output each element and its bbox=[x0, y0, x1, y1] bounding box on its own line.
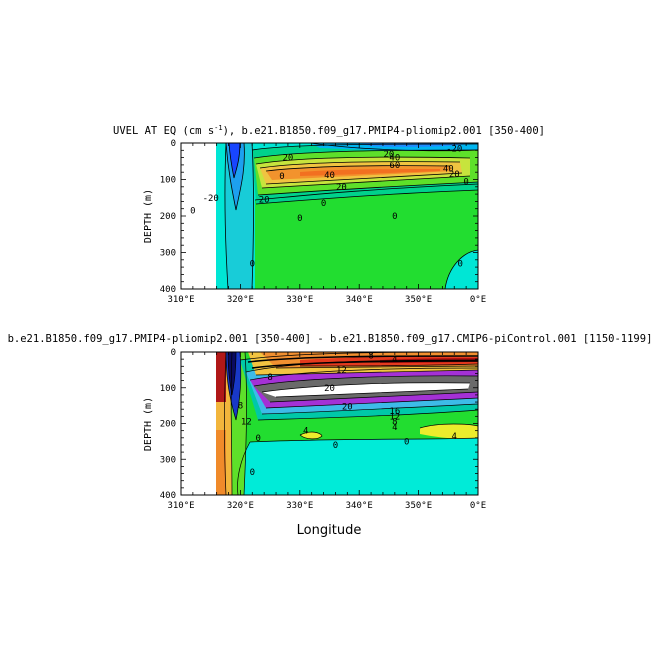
bottom-panel-title: b.e21.B1850.f09_g17.PMIP4-pliomip2.001 [… bbox=[8, 333, 653, 345]
top-y-tick-label: 100 bbox=[160, 176, 176, 186]
bottom-panel-xlabel: Longitude bbox=[297, 523, 362, 538]
bottom-contour-label: 20 bbox=[324, 384, 335, 394]
bottom-contour-label: 20 bbox=[342, 402, 353, 412]
top-y-tick-label: 400 bbox=[160, 285, 176, 295]
top-x-tick-label: 320°E bbox=[227, 295, 254, 305]
bottom-x-tick-label: 0°E bbox=[470, 501, 486, 511]
top-x-tick-label: 310°E bbox=[167, 295, 194, 305]
bottom-contour-label: 12 bbox=[241, 418, 252, 428]
bottom-contour-label: 4 bbox=[392, 355, 397, 365]
bottom-contour-label: 0 bbox=[404, 437, 409, 447]
top-contour-label: 20 bbox=[336, 183, 347, 193]
bottom-contour-label: 0 bbox=[333, 441, 338, 451]
top-contour-label: 20 bbox=[383, 150, 394, 160]
bottom-panel-field bbox=[181, 352, 478, 495]
top-x-tick-label: 0°E bbox=[470, 295, 486, 305]
top-x-tick-label: 350°E bbox=[405, 295, 432, 305]
bottom-y-tick-label: 400 bbox=[160, 491, 176, 501]
bottom-contour-label: 0 bbox=[256, 434, 261, 444]
bottom-contour-label: 0 bbox=[250, 468, 255, 478]
bottom-y-tick-label: 300 bbox=[160, 455, 176, 465]
top-contour-label: -20 bbox=[203, 194, 219, 204]
bottom-panel-ylabel: DEPTH (m) bbox=[143, 397, 154, 451]
top-y-tick-label: 0 bbox=[171, 139, 176, 149]
top-contour-label: 20 bbox=[259, 196, 270, 206]
top-x-tick-label: 340°E bbox=[346, 295, 373, 305]
bottom-x-tick-label: 340°E bbox=[346, 501, 373, 511]
top-panel-field bbox=[181, 143, 478, 289]
bottom-contour-label: 8 bbox=[368, 352, 373, 362]
bottom-y-tick-label: 100 bbox=[160, 384, 176, 394]
top-contour-label: 0 bbox=[297, 214, 302, 224]
bottom-contour-label: 4 bbox=[392, 423, 397, 433]
bottom-contour-label: 12 bbox=[336, 366, 347, 376]
top-contour-label: 40 bbox=[324, 171, 335, 181]
top-panel-title: UVEL AT EQ (cm s-1), b.e21.B1850.f09_g17… bbox=[113, 124, 545, 137]
top-panel-axes: 310°E 320°E 330°E 340°E 350°E 0°E010020030040… bbox=[160, 139, 486, 305]
bottom-contour-label: 8 bbox=[238, 402, 243, 412]
bottom-x-tick-label: 320°E bbox=[227, 501, 254, 511]
top-contour-label: 0 bbox=[190, 207, 195, 217]
top-y-tick-label: 200 bbox=[160, 212, 176, 222]
top-contour-label: 0 bbox=[392, 212, 397, 222]
bottom-x-tick-label: 350°E bbox=[405, 501, 432, 511]
bottom-y-tick-label: 0 bbox=[171, 348, 176, 358]
bottom-x-tick-label: 330°E bbox=[286, 501, 313, 511]
top-contour-label: 0 bbox=[463, 177, 468, 187]
bottom-contour-label: 8 bbox=[392, 418, 397, 428]
top-x-tick-label: 330°E bbox=[286, 295, 313, 305]
bottom-panel-axes: 310°E 320°E 330°E 340°E 350°E 0°E010020030040… bbox=[160, 348, 486, 511]
bottom-y-tick-label: 200 bbox=[160, 420, 176, 430]
top-contour-label: -20 bbox=[446, 144, 462, 154]
bottom-x-tick-label: 310°E bbox=[167, 501, 194, 511]
top-contour-label: 0 bbox=[457, 259, 462, 269]
bottom-contour-label: 4 bbox=[452, 432, 457, 442]
top-panel-ylabel: DEPTH (m) bbox=[143, 189, 154, 243]
top-contour-label: 0 bbox=[279, 172, 284, 182]
top-contour-label: 0 bbox=[321, 199, 326, 209]
bottom-contour-label: 4 bbox=[303, 427, 308, 437]
bottom-contour-label: 8 bbox=[267, 373, 272, 383]
bottom-contour-label: 12 bbox=[389, 412, 400, 422]
bottom-contour-label: 16 bbox=[389, 407, 400, 417]
top-contour-label: 0 bbox=[250, 259, 255, 269]
top-contour-label: 60 bbox=[389, 161, 400, 171]
top-contour-label: 20 bbox=[282, 154, 293, 164]
top-contour-label: 20 bbox=[449, 170, 460, 180]
top-contour-label: 40 bbox=[389, 154, 400, 164]
top-y-tick-label: 300 bbox=[160, 249, 176, 259]
top-contour-label: 40 bbox=[443, 165, 454, 175]
